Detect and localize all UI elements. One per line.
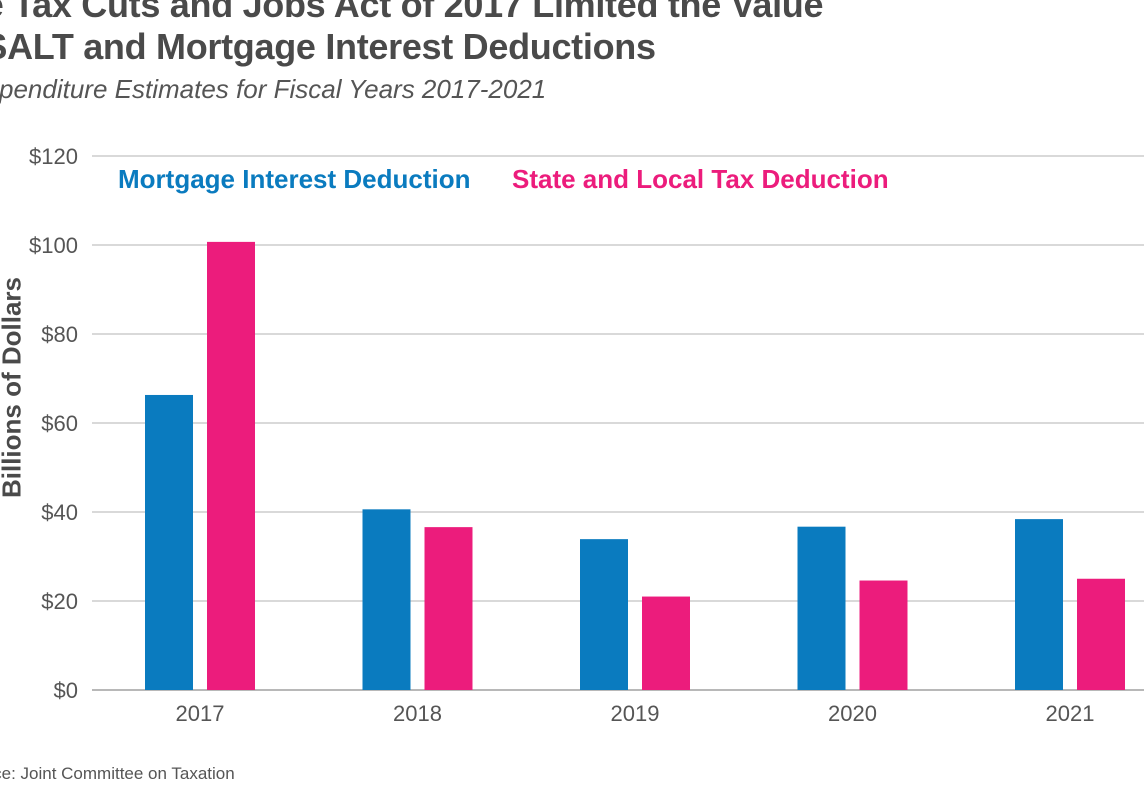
bar-chart: $0$20$40$60$80$100$120 2017 2018 2019 2020 2… [29,144,1144,726]
bar-mortgage-interest-2019 [580,539,628,690]
x-axis-ticks: 2017 2018 2019 2020 2021 [176,701,1095,726]
chart-subtitle: xpenditure Estimates for Fiscal Years 20… [0,74,547,104]
bars [145,241,1125,690]
source-note: urce: Joint Committee on Taxation [0,764,235,783]
chart-title-line-1: he Tax Cuts and Jobs Act of 2017 Limited… [0,0,824,25]
bar-salt-2021 [1077,578,1125,690]
y-tick-label: $80 [41,322,78,347]
chart-title-line-2: f SALT and Mortgage Interest Deductions [0,26,656,67]
bar-salt-2019 [642,596,690,690]
legend-item-salt: State and Local Tax Deduction [512,164,889,194]
bar-mortgage-interest-2020 [797,526,846,690]
x-tick-label-2017: 2017 [176,701,225,726]
y-tick-label: $0 [54,678,78,703]
bar-salt-2018 [424,527,473,690]
bar-mortgage-interest-2018 [362,509,411,690]
y-tick-label: $60 [41,411,78,436]
bar-salt-2020 [859,580,908,690]
x-tick-label-2020: 2020 [828,701,877,726]
x-tick-label-2018: 2018 [393,701,442,726]
x-tick-label-2019: 2019 [611,701,660,726]
bar-salt-2017 [207,241,255,690]
y-axis-ticks: $0 $20 $40 $60 $80 $100 $120 [29,144,78,703]
y-tick-label: $40 [41,500,78,525]
x-tick-label-2021: 2021 [1046,701,1095,726]
bar-mortgage-interest-2017 [145,394,193,690]
y-tick-label: $100 [29,233,78,258]
y-tick-label: $20 [41,589,78,614]
legend-item-mortgage-interest: Mortgage Interest Deduction [118,164,470,194]
bar-mortgage-interest-2021 [1015,519,1063,690]
gridlines [92,155,1144,691]
y-tick-label: $120 [29,144,78,169]
legend: Mortgage Interest Deduction State and Loc… [118,164,889,194]
